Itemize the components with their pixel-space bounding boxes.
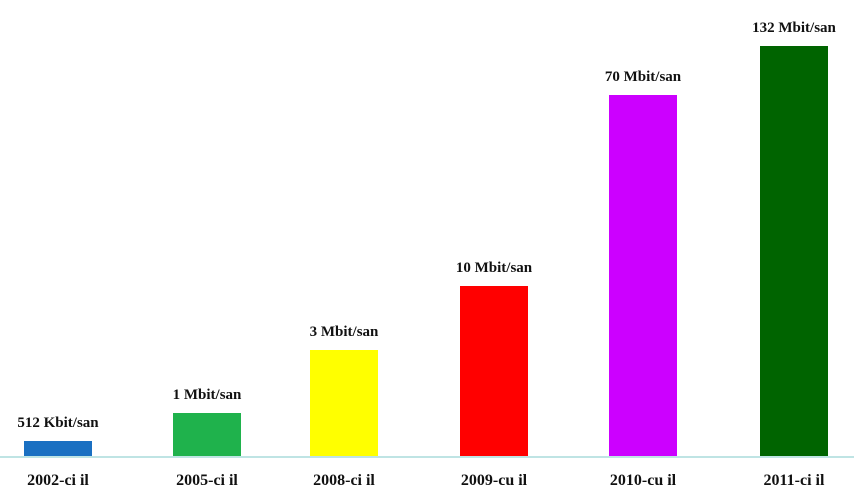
value-label: 512 Kbit/san [17, 415, 99, 431]
value-label: 3 Mbit/san [310, 324, 379, 340]
bar-2002-ci-il [24, 441, 92, 456]
value-label: 70 Mbit/san [605, 69, 682, 85]
bar-2005-ci-il [173, 413, 241, 456]
category-label: 2005-ci il [176, 472, 238, 489]
bar-2011-ci-il [760, 46, 828, 456]
category-label: 2002-ci il [27, 472, 89, 489]
bar-2008-ci-il [310, 350, 378, 456]
value-labels-layer: 512 Kbit/san 1 Mbit/san 3 Mbit/san 10 Mbit/… [17, 20, 836, 431]
category-label: 2011-ci il [764, 472, 825, 489]
value-label: 1 Mbit/san [173, 387, 242, 403]
value-label: 132 Mbit/san [752, 20, 836, 36]
category-labels-layer: 2002-ci il 2005-ci il 2008-ci il 2009-cu il… [27, 472, 825, 489]
bars-layer [24, 46, 828, 456]
category-label: 2010-cu il [610, 472, 677, 489]
bar-2010-cu-il [609, 95, 677, 456]
category-label: 2008-ci il [313, 472, 375, 489]
category-label: 2009-cu il [461, 472, 528, 489]
value-label: 10 Mbit/san [456, 260, 533, 276]
bar-2009-cu-il [460, 286, 528, 456]
